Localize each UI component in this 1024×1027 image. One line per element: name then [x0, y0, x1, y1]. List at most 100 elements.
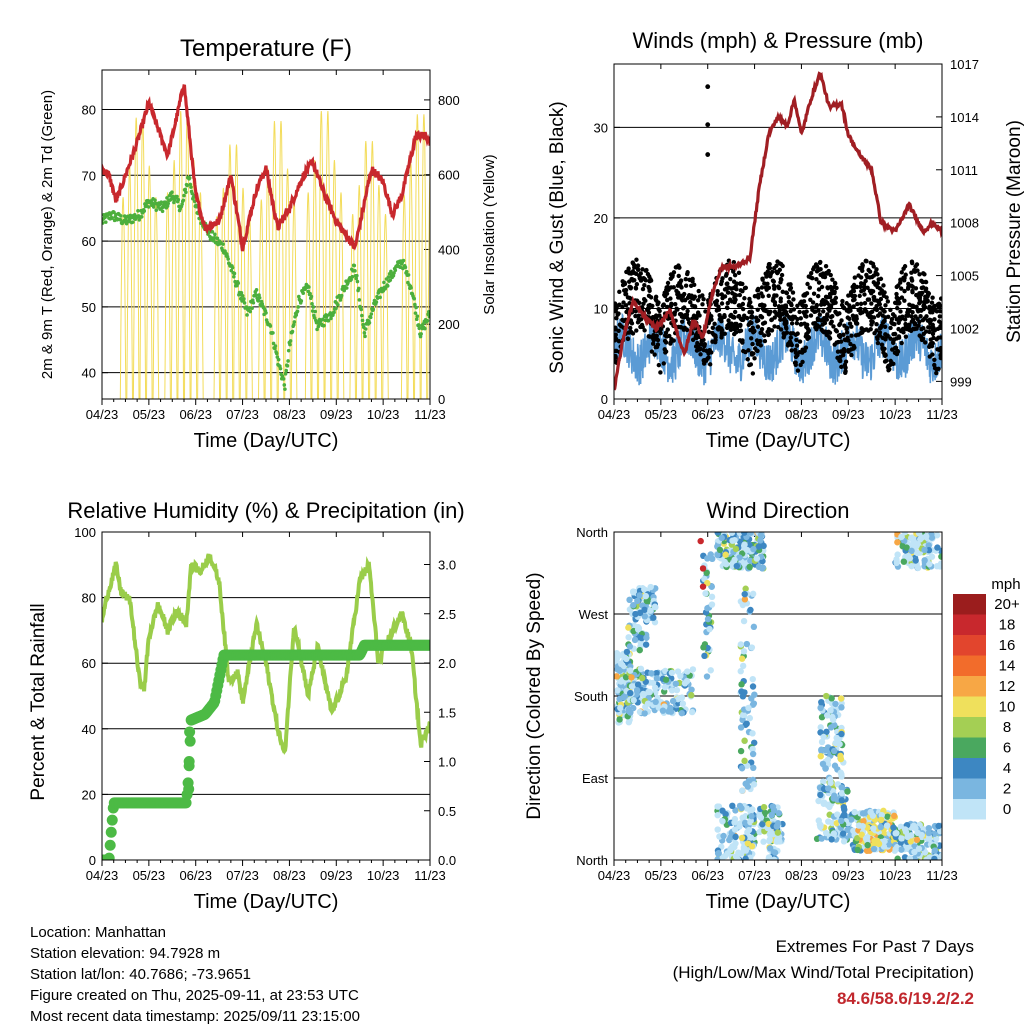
gust-point	[677, 311, 683, 317]
gust-point	[778, 296, 783, 301]
dewpoint-point	[288, 342, 292, 347]
gust-point	[811, 321, 816, 326]
gust-point	[860, 265, 865, 270]
direction-point	[699, 583, 707, 590]
gust-point	[749, 309, 755, 315]
direction-point	[738, 655, 746, 662]
direction-point	[826, 803, 833, 811]
gust-point	[929, 300, 935, 305]
gust-point	[903, 334, 909, 339]
gust-point	[828, 314, 834, 320]
humidity-line	[102, 553, 430, 755]
solar-insolation-line	[355, 185, 363, 399]
direction-point	[727, 846, 734, 854]
gust-point	[864, 258, 869, 264]
gust-point	[860, 310, 865, 315]
gust-point	[734, 325, 740, 331]
gust-point	[834, 329, 840, 334]
gust-point	[696, 344, 701, 350]
direction-point	[934, 544, 941, 551]
direction-point	[766, 845, 774, 852]
direction-point	[688, 708, 696, 716]
direction-point	[878, 811, 885, 819]
direction-point	[641, 710, 648, 717]
rainfall-point	[184, 735, 196, 747]
dewpoint-point	[102, 221, 105, 225]
dewpoint-point	[119, 214, 123, 218]
dewpoint-point	[282, 383, 287, 387]
direction-point	[904, 833, 911, 841]
solar-insolation-line	[271, 120, 278, 399]
gust-point	[911, 267, 917, 273]
dewpoint-point	[391, 274, 396, 278]
humidity-ytick-label: 100	[74, 525, 96, 540]
solar-insolation-line	[139, 117, 147, 399]
direction-point	[749, 683, 757, 690]
direction-point	[626, 596, 633, 604]
gust-point	[919, 326, 924, 332]
dewpoint-point	[322, 323, 326, 328]
gust-point	[843, 370, 848, 375]
gust-point	[700, 302, 705, 307]
humidity-y2tick-label: 1.5	[438, 705, 456, 720]
dewpoint-point	[256, 299, 261, 303]
gust-point	[930, 341, 935, 346]
gust-point	[636, 313, 641, 318]
gust-point	[784, 330, 790, 335]
temperature-ytick-label: 60	[82, 234, 96, 249]
direction-point	[618, 660, 625, 668]
direction-point	[760, 838, 767, 845]
gust-point	[821, 309, 826, 314]
direction-point	[755, 543, 762, 550]
dewpoint-point	[278, 366, 283, 371]
gust-point	[797, 339, 803, 344]
gust-point	[651, 332, 656, 338]
direction-point	[662, 676, 670, 683]
direction-point	[893, 829, 900, 837]
winds-y2tick-label: 1005	[950, 269, 979, 284]
gust-point	[838, 354, 843, 360]
direction-point	[914, 564, 922, 572]
humidity-ylabel: Percent & Total Rainfall	[28, 603, 49, 800]
direction-point	[923, 856, 930, 860]
gust-point	[794, 343, 800, 348]
direction-point	[935, 822, 942, 830]
gust-point	[634, 257, 639, 262]
gust-point	[772, 265, 777, 271]
gust-point	[702, 358, 708, 364]
direction-point	[738, 850, 745, 857]
gust-point	[646, 303, 651, 308]
temperature-y2tick-label: 400	[438, 242, 460, 257]
gust-point	[642, 276, 647, 282]
station-elevation: Station elevation: 94.7928 m	[30, 945, 221, 962]
dewpoint-point	[188, 182, 193, 187]
gust-point	[678, 283, 683, 289]
gust-point	[930, 331, 936, 337]
gust-point	[620, 304, 625, 310]
temperature-ytick-label: 80	[82, 102, 96, 117]
dewpoint-point	[189, 185, 193, 189]
solar-insolation-line	[277, 120, 285, 399]
gust-point	[653, 296, 658, 302]
humidity-y2tick-label: 0.0	[438, 853, 456, 868]
gust-point	[815, 293, 821, 299]
dewpoint-point	[240, 293, 245, 298]
dewpoint-point	[242, 297, 246, 301]
direction-point	[903, 544, 910, 551]
station-info: Location: Manhattan Station elevation: 9…	[30, 922, 360, 1027]
gust-point	[642, 328, 647, 333]
gust-point	[899, 340, 904, 346]
dewpoint-point	[280, 374, 285, 378]
direction-point	[741, 590, 748, 598]
direction-point	[647, 583, 654, 591]
dewpoint-point	[180, 202, 184, 206]
direction-point	[822, 747, 829, 754]
dewpoint-point	[166, 201, 171, 206]
direction-point	[708, 601, 716, 608]
colorbar-label: 4	[1003, 760, 1011, 777]
gust-point	[843, 359, 849, 364]
direction-point	[746, 541, 753, 549]
direction-point	[773, 823, 781, 830]
gust-point	[701, 296, 706, 302]
